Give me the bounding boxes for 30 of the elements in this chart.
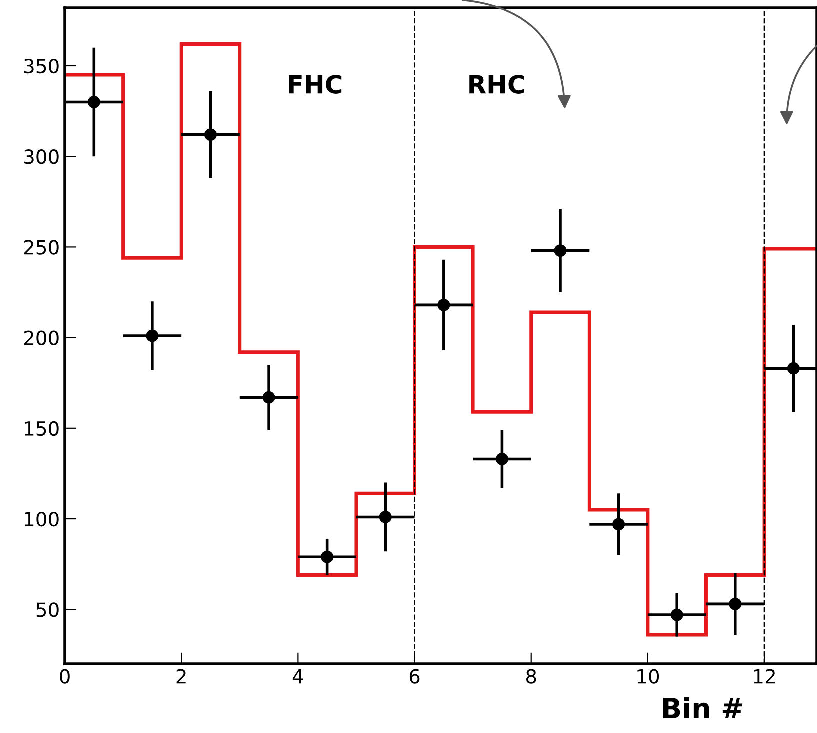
point	[438, 298, 450, 312]
point	[670, 608, 684, 622]
point	[554, 244, 567, 258]
point	[787, 362, 800, 375]
point	[204, 128, 217, 142]
x-tick-label: 12	[754, 669, 775, 684]
y-tick-label: 150	[25, 421, 59, 436]
y-tick-label: 300	[24, 150, 59, 164]
x-tick-label: 6	[410, 669, 420, 684]
x-tick-label: 10	[638, 669, 660, 684]
point	[262, 391, 276, 404]
y-tick-label: 200	[24, 330, 59, 346]
y-tick-label: 350	[24, 58, 59, 74]
y-tick-label: 100	[25, 512, 59, 527]
x-tick-label: 4	[292, 669, 304, 684]
point	[379, 510, 392, 524]
x-axis-title: Bin #	[663, 697, 742, 718]
point	[88, 96, 100, 108]
y-tick-label: 250	[24, 240, 59, 255]
point	[729, 598, 742, 610]
y-tick-label: 50	[36, 602, 59, 618]
annotation: RHC	[470, 75, 524, 94]
x-tick-label: 2	[176, 669, 186, 684]
point	[146, 330, 159, 342]
x-tick-label: 8	[526, 669, 536, 684]
point	[321, 550, 334, 564]
annotation: FHC	[289, 75, 342, 94]
point	[496, 452, 508, 466]
point	[612, 518, 626, 531]
x-tick-label: 0	[60, 669, 70, 684]
